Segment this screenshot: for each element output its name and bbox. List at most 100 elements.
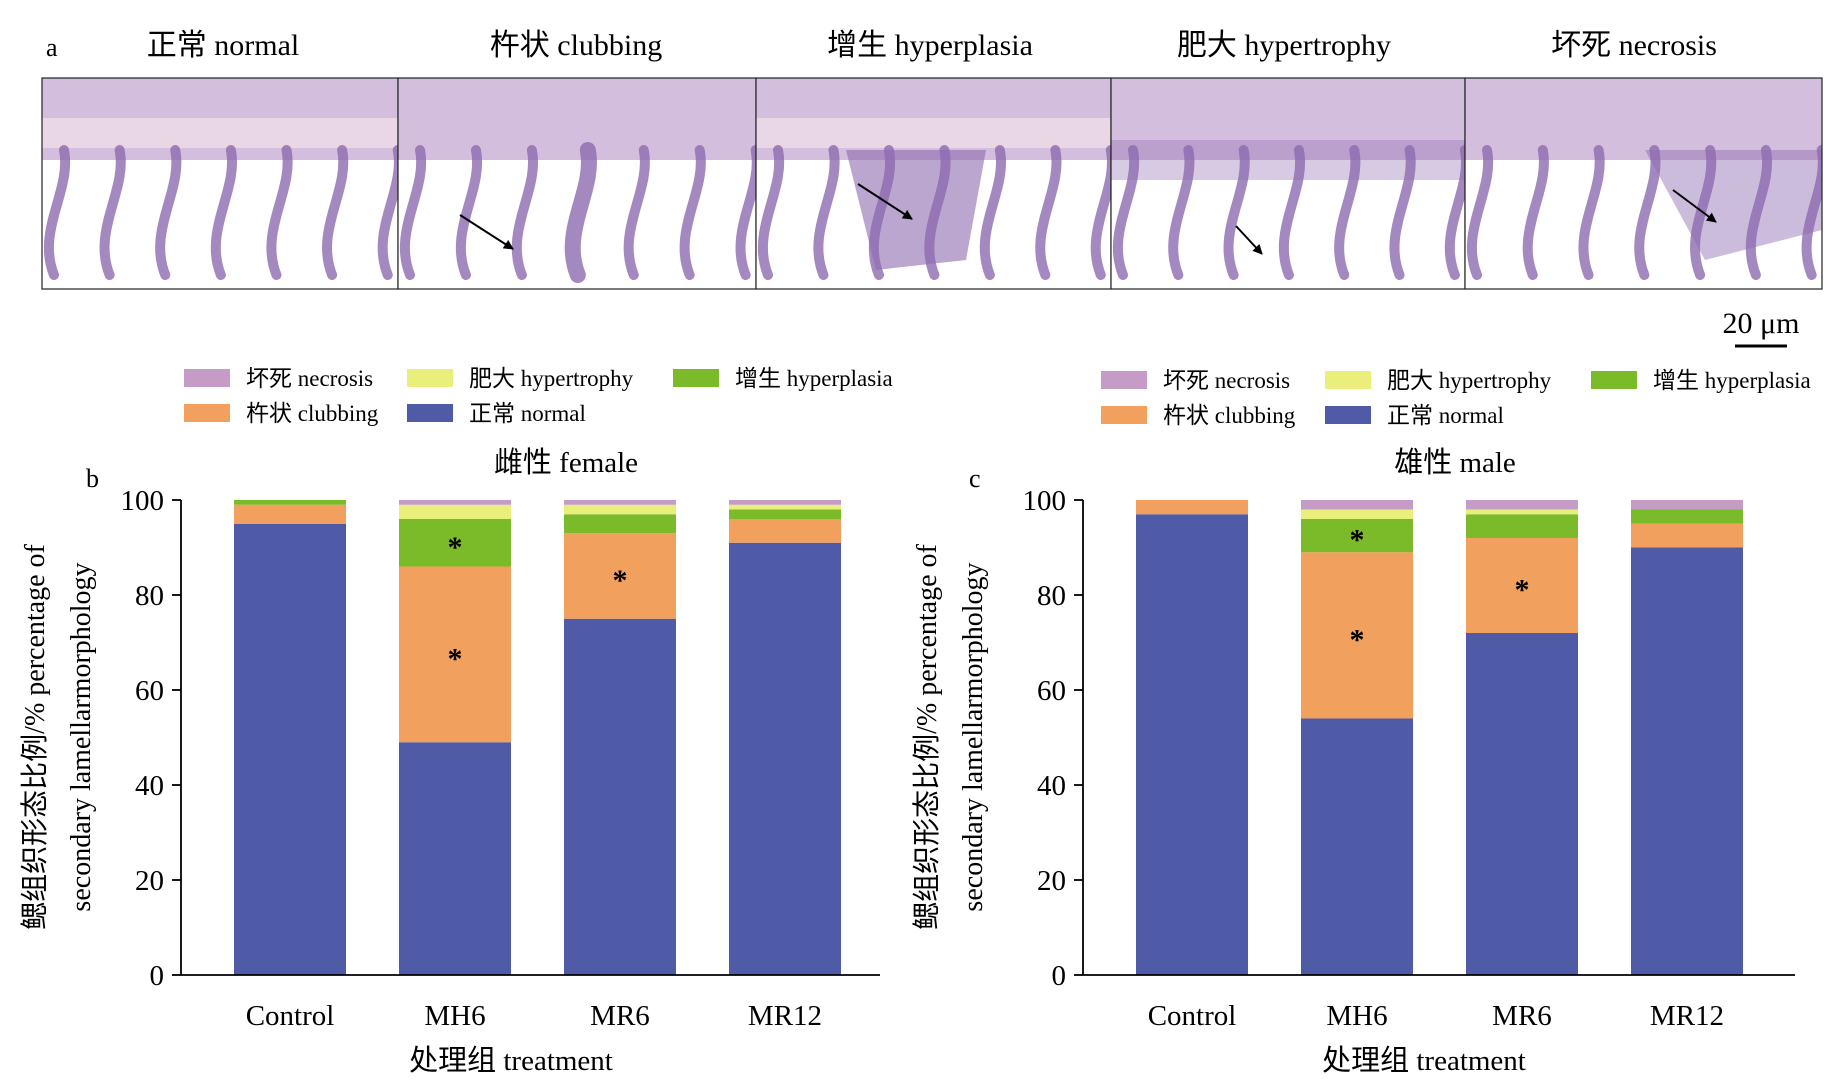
y-tick-label: 80 (1037, 580, 1066, 612)
bar-segment-hyperplasia-mr12 (729, 509, 841, 519)
lamella (44, 145, 71, 280)
lamella (266, 145, 293, 280)
y-tick-label: 80 (135, 580, 164, 612)
bar-segment-normal-control (1136, 514, 1248, 975)
bar-segment-clubbing-control (234, 504, 346, 524)
tissue-band (1111, 78, 1465, 160)
bar-segment-hypertrophy-mr12 (729, 504, 841, 510)
significance-star: * (1515, 574, 1530, 607)
cartilage-rod (42, 118, 398, 148)
x-tick-label: MR6 (1492, 1000, 1552, 1032)
panel-a-letter: a (46, 33, 58, 62)
bar-segment-hyperplasia-mr6 (564, 514, 676, 534)
bar-segment-normal-mr12 (1631, 547, 1743, 975)
micrograph-title: 坏死 necrosis (1551, 29, 1717, 62)
y-tick-label: 20 (135, 865, 164, 897)
legend-swatch-normal (407, 404, 453, 422)
bar-segment-hyperplasia-mh6 (1301, 519, 1413, 553)
lamella (758, 145, 785, 280)
bar-segment-necrosis-mr12 (1631, 500, 1743, 510)
panel-letter: b (86, 464, 99, 493)
legend-swatch-hypertrophy (407, 369, 453, 387)
bar-segment-hypertrophy-mr6 (1466, 509, 1578, 515)
significance-star: * (448, 531, 463, 564)
lamella (1090, 145, 1111, 280)
lamella (1444, 145, 1465, 280)
bar-segment-clubbing-mr6 (1466, 538, 1578, 633)
bar-segment-clubbing-mh6 (399, 566, 511, 743)
legend-swatch-hyperplasia (673, 369, 719, 387)
micrograph-titles: 正常 normal 杵状 clubbing 增生 hyperplasia 肥大 hyp… (147, 29, 1717, 62)
lamella (155, 145, 182, 280)
panel-letter: c (969, 464, 981, 493)
bar-segment-necrosis-mr6 (1466, 500, 1578, 510)
chart-title: 雄性 male (1394, 446, 1516, 479)
legend-swatch-normal (1325, 406, 1371, 424)
panel-a-micrographs: a 正常 normal 杵状 clubbing 增生 hyperplasia 肥大 h… (41, 29, 1823, 348)
y-tick-label: 60 (1037, 675, 1066, 707)
lamella (679, 145, 706, 280)
chart-title: 雌性 female (494, 446, 638, 479)
lamella (1522, 145, 1549, 280)
x-tick-label: MH6 (424, 1000, 485, 1032)
micrograph-title: 正常 normal (147, 29, 299, 62)
lamella (99, 145, 126, 280)
bar-segment-necrosis-mr6 (564, 500, 676, 505)
lamella (511, 145, 539, 280)
lamella (377, 145, 398, 280)
bar-segment-normal-mr12 (729, 542, 841, 975)
lamella (400, 145, 427, 280)
micrograph-panel (397, 77, 757, 290)
legend-label-clubbing: 杵状 clubbing (1163, 403, 1296, 428)
y-axis-label: 鳃组织形态比例/% percentage of (19, 543, 51, 929)
scale-bar-label: 20 μm (1723, 307, 1800, 340)
bar-segment-normal-mr6 (1466, 633, 1578, 975)
y-tick-label: 0 (150, 960, 165, 992)
bar-segment-clubbing-control (1136, 500, 1248, 515)
necrosis-tissue (1645, 150, 1822, 260)
x-tick-label: MR12 (748, 1000, 822, 1032)
lamella (813, 145, 840, 280)
cartilage-rod (756, 118, 1111, 148)
bar-segment-hypertrophy-mr6 (564, 504, 676, 515)
lesion-arrow (857, 183, 913, 220)
lamella (868, 145, 896, 280)
chart-male: 坏死 necrosis 肥大 hypertrophy 增生 hyperplasia 杵… (911, 368, 1811, 1077)
bar-segment-clubbing-mr6 (564, 533, 676, 619)
bar-segment-normal-control (234, 523, 346, 975)
lesion-arrow (1235, 225, 1263, 255)
x-tick-label: Control (1148, 1000, 1237, 1032)
legend-swatch-clubbing (1101, 406, 1147, 424)
tissue-band (1465, 78, 1822, 160)
micrograph-strip (41, 77, 1823, 290)
bar-segment-hyperplasia-mr6 (1466, 514, 1578, 538)
micrograph-panel (755, 77, 1112, 290)
legend-label-hyperplasia: 增生 hyperplasia (1653, 368, 1811, 393)
lamella (322, 145, 349, 280)
y-tick-label: 40 (1037, 770, 1066, 802)
legend-swatch-hypertrophy (1325, 371, 1371, 389)
x-tick-label: MR12 (1650, 1000, 1724, 1032)
y-tick-label: 20 (1037, 865, 1066, 897)
legend-label-clubbing: 杵状 clubbing (246, 401, 379, 426)
bar-segment-clubbing-mr12 (1631, 523, 1743, 548)
micrograph-title: 杵状 clubbing (490, 29, 663, 62)
lamella (1389, 145, 1416, 280)
bar-segment-hypertrophy-mh6 (399, 504, 511, 519)
legend-swatch-necrosis (184, 369, 230, 387)
lesion-arrow (1672, 189, 1717, 223)
micrograph-border (1464, 77, 1823, 290)
chart-female: 坏死 necrosis 肥大 hypertrophy 增生 hyperplasia 杵… (19, 366, 893, 1077)
lamella (1801, 145, 1822, 280)
x-axis-label: 处理组 treatment (409, 1044, 613, 1077)
lamella (979, 145, 1007, 280)
lamella (455, 145, 483, 280)
legend-swatch-necrosis (1101, 371, 1147, 389)
bar-segment-normal-mr6 (564, 618, 676, 975)
lesion-arrow (459, 214, 514, 250)
legend-label-normal: 正常 normal (1387, 403, 1504, 428)
significance-star: * (1350, 524, 1365, 557)
lamella (1113, 145, 1140, 280)
bar-segment-normal-mh6 (1301, 718, 1413, 975)
